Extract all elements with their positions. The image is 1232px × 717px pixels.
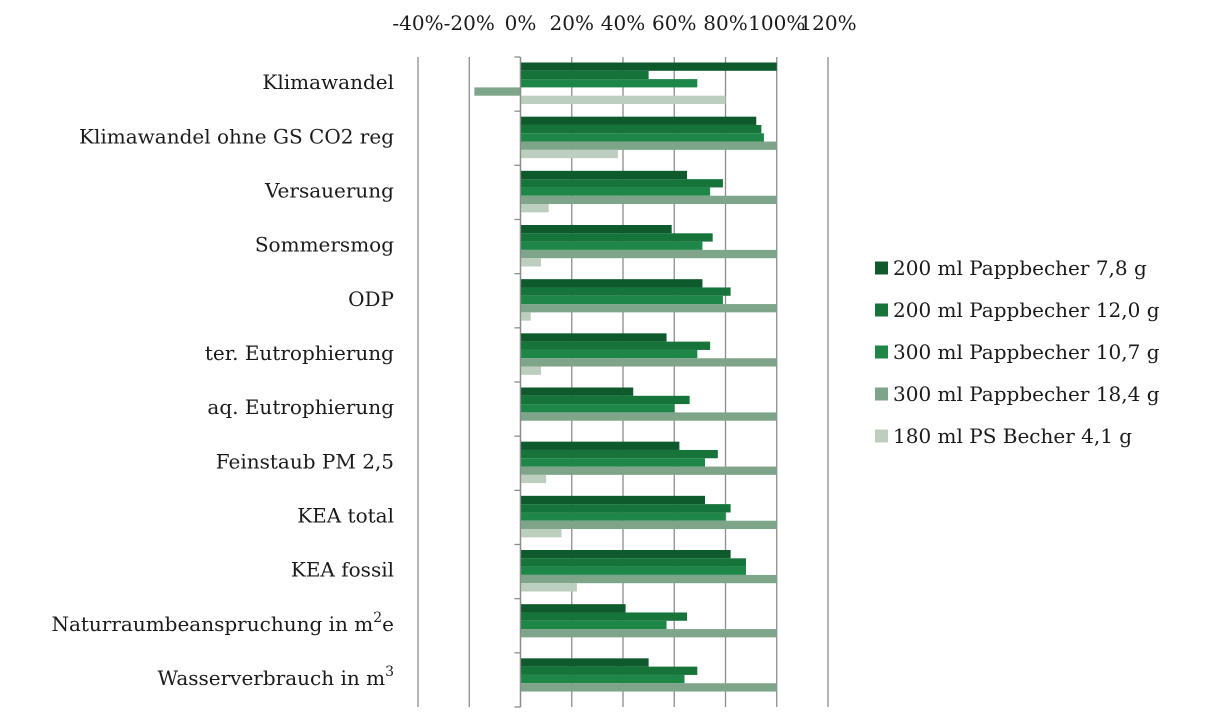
bar-5-10 (520, 583, 577, 592)
bar-2-1 (520, 70, 649, 80)
bar-5-1 (520, 95, 726, 104)
bar-2-4 (520, 233, 713, 242)
category-label: Klimawandel ohne GS CO2 reg (79, 124, 394, 148)
bar-4-2 (520, 141, 777, 150)
bar-2-8 (520, 449, 718, 459)
bar-3-5 (520, 295, 723, 305)
category-label: Feinstaub PM 2,5 (216, 449, 394, 473)
legend-swatch (875, 387, 888, 401)
legend-swatch (875, 429, 888, 443)
bar-5-9 (520, 529, 562, 538)
bar-5-2 (520, 149, 618, 159)
bar-4-1 (474, 87, 521, 96)
legend-swatch (875, 303, 888, 317)
x-tick-label: -20% (444, 11, 495, 35)
x-tick-label: 80% (703, 11, 747, 35)
category-label: Klimawandel (262, 70, 394, 94)
bar-1-3 (520, 170, 688, 180)
legend-label: 300 ml Pappbecher 10,7 g (893, 340, 1160, 364)
bar-3-11 (520, 620, 667, 630)
legend-swatch (875, 261, 888, 275)
bar-1-12 (520, 658, 649, 667)
bar-2-10 (520, 558, 746, 567)
bar-3-2 (520, 133, 764, 142)
category-label: KEA total (297, 503, 394, 527)
bar-5-3 (520, 204, 549, 213)
bar-1-8 (520, 441, 680, 450)
bar-5-6 (520, 366, 541, 375)
bar-5-5 (520, 312, 531, 321)
bar-2-3 (520, 179, 723, 188)
axes (514, 56, 522, 708)
bar-2-9 (520, 504, 731, 513)
bar-3-7 (520, 404, 675, 413)
x-tick-label: 40% (601, 11, 645, 35)
bar-4-5 (520, 304, 777, 313)
bar-3-9 (520, 512, 726, 521)
x-tick-label: 100% (748, 11, 805, 35)
bar-2-7 (520, 395, 690, 405)
x-tick-label: 120% (799, 11, 856, 35)
bar-1-4 (520, 225, 672, 234)
category-label: KEA fossil (291, 558, 394, 582)
legend: 200 ml Pappbecher 7,8 g 200 ml Pappbecher… (875, 256, 1160, 448)
x-axis-ticks: -40% -20% 0% 20% 40% 60% 80% 100%120% (392, 11, 856, 35)
bar-4-9 (520, 520, 777, 530)
bar-3-10 (520, 566, 746, 575)
bar-2-6 (520, 341, 711, 350)
bar-1-1 (520, 62, 777, 71)
bar-1-6 (520, 333, 667, 342)
x-tick-label: 0% (505, 11, 537, 35)
x-tick-label: 20% (550, 11, 594, 35)
bar-3-1 (520, 79, 698, 88)
legend-label: 180 ml PS Becher 4,1 g (893, 424, 1132, 448)
bar-4-6 (520, 358, 777, 367)
bar-3-3 (520, 187, 711, 196)
category-labels: Klimawandel Klimawandel ohne GS CO2 reg Ve… (51, 70, 394, 690)
bar-4-12 (520, 683, 777, 692)
bar-1-11 (520, 604, 626, 613)
bar-1-10 (520, 550, 731, 559)
bar-3-8 (520, 458, 705, 467)
bar-3-4 (520, 241, 703, 250)
x-tick-label: -40% (392, 11, 443, 35)
bar-1-9 (520, 495, 705, 505)
category-label: ODP (348, 287, 394, 311)
bar-4-10 (520, 574, 777, 584)
bar-3-6 (520, 349, 698, 359)
bar-4-8 (520, 466, 777, 475)
legend-label: 300 ml Pappbecher 18,4 g (893, 382, 1160, 406)
bar-4-7 (520, 412, 777, 421)
category-label: aq. Eutrophierung (207, 395, 394, 419)
category-label: ter. Eutrophierung (205, 341, 394, 365)
legend-label: 200 ml Pappbecher 12,0 g (893, 298, 1160, 322)
bar-series (474, 62, 777, 692)
bar-5-8 (520, 474, 547, 484)
category-label: Sommersmog (255, 233, 394, 257)
x-tick-label: 60% (652, 11, 696, 35)
bar-1-7 (520, 387, 634, 396)
bar-4-3 (520, 195, 777, 205)
bar-3-12 (520, 674, 685, 684)
bar-2-11 (520, 612, 688, 621)
bar-4-4 (520, 249, 777, 259)
bar-2-2 (520, 124, 762, 134)
category-label: Wasserverbrauch in m3 (158, 664, 395, 690)
category-label: Versauerung (264, 178, 394, 202)
category-label: Naturraumbeanspruchung in m2e (51, 610, 394, 636)
bar-1-2 (520, 116, 757, 125)
bar-2-5 (520, 287, 731, 296)
legend-swatch (875, 345, 888, 359)
bar-2-12 (520, 666, 698, 675)
bar-5-4 (520, 258, 541, 267)
bar-1-5 (520, 279, 703, 288)
bar-4-11 (520, 629, 777, 638)
legend-label: 200 ml Pappbecher 7,8 g (893, 256, 1147, 280)
